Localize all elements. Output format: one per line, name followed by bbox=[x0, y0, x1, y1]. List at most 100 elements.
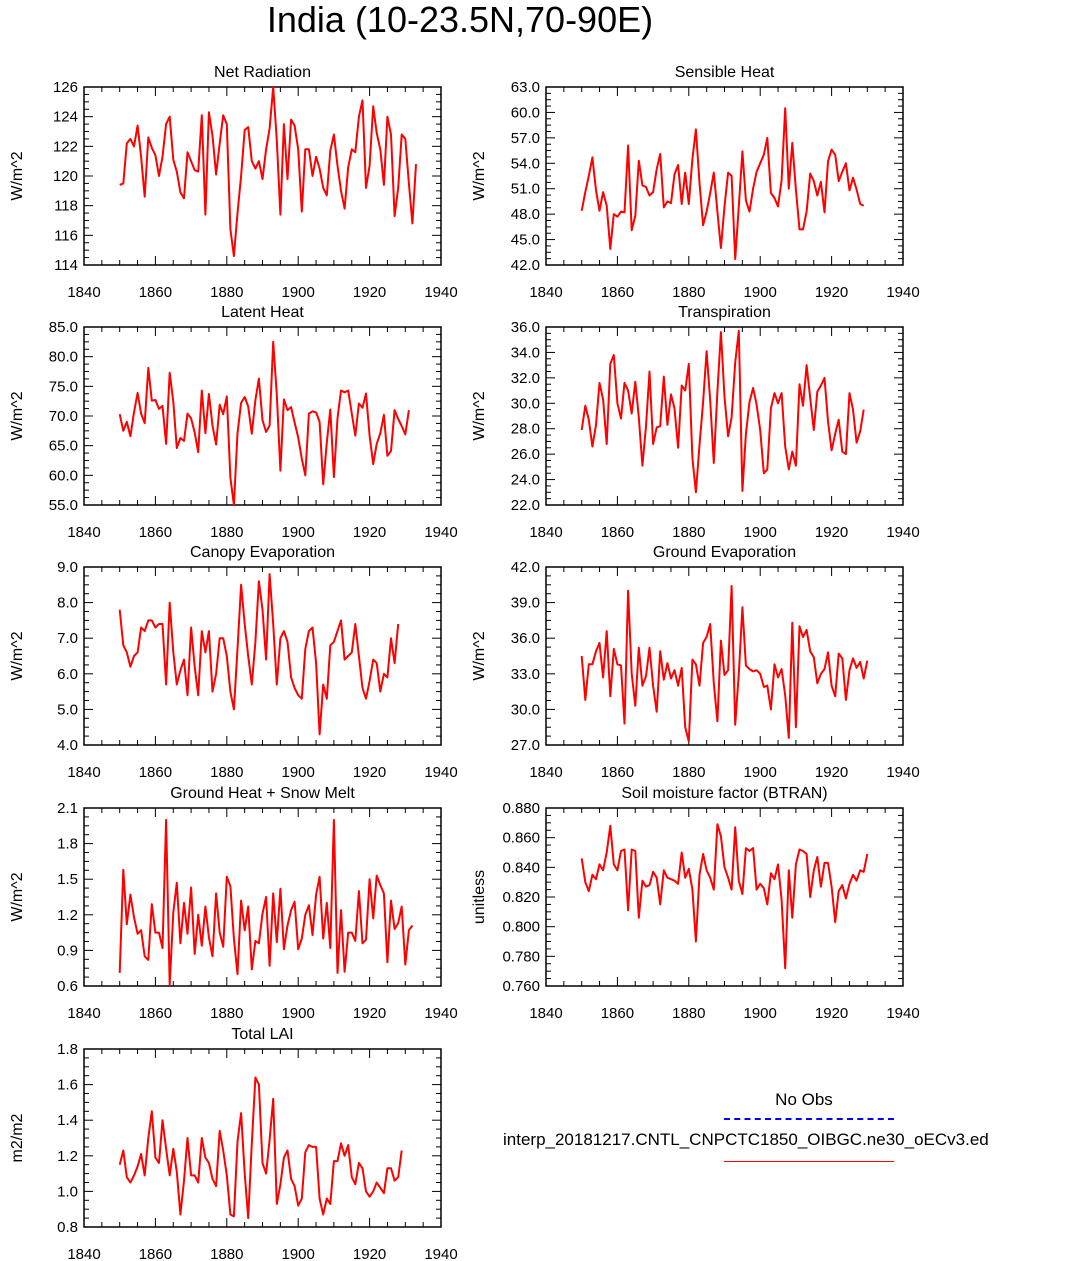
x-tick-label: 1920 bbox=[815, 284, 848, 301]
x-tick-label: 1840 bbox=[67, 524, 100, 541]
series-line bbox=[118, 340, 410, 506]
y-tick-label: 6.0 bbox=[57, 666, 78, 683]
x-tick-label: 1880 bbox=[210, 764, 243, 781]
chart-panel-6: 1840 1860 1880 1900 1920 1940 27.0 30.0 33.0 36.0… bbox=[471, 544, 920, 781]
x-tick-label: 1860 bbox=[601, 764, 634, 781]
chart-panel-8: 1840 1860 1880 1900 1920 1940 0.760 0.780 0.800 0… bbox=[471, 785, 920, 1022]
y-tick-label: 5.0 bbox=[57, 701, 78, 718]
y-tick-label: 33.0 bbox=[511, 666, 540, 683]
x-tick-label: 1940 bbox=[424, 764, 457, 781]
y-tick-label: 9.0 bbox=[57, 559, 78, 576]
x-tick-label: 1940 bbox=[886, 284, 919, 301]
y-axis-label: W/m^2 bbox=[9, 872, 26, 921]
y-tick-label: 55.0 bbox=[49, 497, 78, 514]
chart-panel-9: 1840 1860 1880 1900 1920 1940 0.8 1.0 1.2 1.4 1.6 1… bbox=[9, 1026, 458, 1261]
x-tick-label: 1840 bbox=[529, 284, 562, 301]
x-tick-label: 1880 bbox=[672, 764, 705, 781]
y-tick-label: 63.0 bbox=[511, 79, 540, 96]
x-tick-label: 1900 bbox=[282, 284, 315, 301]
x-tick-label: 1880 bbox=[210, 1005, 243, 1022]
y-tick-label: 0.840 bbox=[502, 859, 540, 876]
x-tick-label: 1900 bbox=[744, 1005, 777, 1022]
figure-title: India (10-23.5N,70-90E) bbox=[266, 0, 654, 40]
plot-frame bbox=[545, 86, 904, 266]
y-tick-label: 42.0 bbox=[511, 257, 540, 274]
y-tick-label: 126 bbox=[53, 79, 78, 96]
y-tick-label: 2.1 bbox=[57, 800, 78, 817]
y-tick-label: 1.4 bbox=[57, 1112, 78, 1129]
y-tick-label: 57.0 bbox=[511, 130, 540, 147]
y-tick-label: 0.820 bbox=[502, 889, 540, 906]
y-tick-label: 0.760 bbox=[502, 978, 540, 995]
x-tick-label: 1840 bbox=[67, 284, 100, 301]
x-tick-label: 1940 bbox=[886, 764, 919, 781]
y-axis-label: m2/m2 bbox=[9, 1113, 26, 1162]
y-tick-label: 1.5 bbox=[57, 871, 78, 888]
y-tick-label: 0.860 bbox=[502, 830, 540, 847]
x-tick-label: 1900 bbox=[282, 1005, 315, 1022]
y-tick-label: 1.2 bbox=[57, 907, 78, 924]
x-tick-label: 1920 bbox=[353, 1005, 386, 1022]
y-axis-label: W/m^2 bbox=[471, 631, 488, 680]
x-tick-label: 1920 bbox=[353, 764, 386, 781]
x-tick-label: 1900 bbox=[282, 764, 315, 781]
y-tick-label: 30.0 bbox=[511, 395, 540, 412]
y-tick-label: 36.0 bbox=[511, 319, 540, 336]
y-axis-label: W/m^2 bbox=[9, 391, 26, 440]
y-tick-label: 27.0 bbox=[511, 737, 540, 754]
y-tick-label: 0.780 bbox=[502, 948, 540, 965]
chart-panel-1: 1840 1860 1880 1900 1920 1940 114 116 118 120 122 1… bbox=[9, 64, 458, 301]
y-tick-label: 118 bbox=[54, 198, 78, 215]
y-tick-label: 0.800 bbox=[502, 919, 540, 936]
x-tick-label: 1920 bbox=[815, 524, 848, 541]
x-tick-label: 1900 bbox=[282, 1246, 315, 1261]
y-tick-label: 120 bbox=[53, 168, 78, 185]
plot-title: Sensible Heat bbox=[675, 64, 775, 81]
plot-title: Canopy Evaporation bbox=[190, 544, 335, 561]
y-tick-label: 39.0 bbox=[511, 595, 540, 612]
y-tick-label: 0.9 bbox=[57, 942, 78, 959]
x-tick-label: 1840 bbox=[529, 1005, 562, 1022]
x-tick-label: 1860 bbox=[139, 1246, 172, 1261]
x-tick-label: 1880 bbox=[210, 1246, 243, 1261]
chart-panel-7: 1840 1860 1880 1900 1920 1940 0.6 0.9 1.2 1.5 1.8 2… bbox=[9, 785, 458, 1022]
y-tick-label: 45.0 bbox=[511, 232, 540, 249]
y-tick-label: 60.0 bbox=[511, 104, 540, 121]
x-tick-label: 1880 bbox=[672, 524, 705, 541]
y-axis-label: W/m^2 bbox=[9, 631, 26, 680]
x-tick-label: 1940 bbox=[886, 524, 919, 541]
y-tick-label: 42.0 bbox=[511, 559, 540, 576]
plot-frame bbox=[545, 326, 904, 506]
x-tick-label: 1840 bbox=[529, 764, 562, 781]
x-tick-label: 1860 bbox=[601, 284, 634, 301]
y-axis-label: W/m^2 bbox=[471, 391, 488, 440]
x-tick-label: 1880 bbox=[210, 524, 243, 541]
y-tick-label: 26.0 bbox=[511, 446, 540, 463]
y-tick-label: 24.0 bbox=[511, 472, 540, 489]
x-tick-label: 1940 bbox=[424, 1246, 457, 1261]
series-line bbox=[118, 1076, 403, 1220]
y-tick-label: 8.0 bbox=[57, 595, 78, 612]
y-tick-label: 54.0 bbox=[511, 155, 540, 172]
y-axis-label: W/m^2 bbox=[471, 151, 488, 200]
series-line bbox=[118, 818, 414, 986]
plot-frame bbox=[83, 1048, 442, 1228]
x-tick-label: 1900 bbox=[744, 284, 777, 301]
plot-frame bbox=[545, 807, 904, 987]
x-tick-label: 1860 bbox=[601, 1005, 634, 1022]
y-tick-label: 75.0 bbox=[49, 378, 78, 395]
series-line bbox=[580, 329, 865, 494]
x-tick-label: 1940 bbox=[424, 284, 457, 301]
y-tick-label: 70.0 bbox=[49, 408, 78, 425]
y-tick-label: 0.8 bbox=[57, 1219, 78, 1236]
plot-frame bbox=[83, 566, 442, 746]
y-tick-label: 51.0 bbox=[511, 181, 540, 198]
x-tick-label: 1860 bbox=[601, 524, 634, 541]
chart-panel-3: 1840 1860 1880 1900 1920 1940 55.0 60.0 65.0 70.0… bbox=[9, 304, 458, 541]
x-tick-label: 1840 bbox=[529, 524, 562, 541]
y-tick-label: 122 bbox=[53, 138, 78, 155]
plot-title: Transpiration bbox=[678, 304, 771, 321]
y-tick-label: 65.0 bbox=[49, 438, 78, 455]
y-tick-label: 34.0 bbox=[511, 344, 540, 361]
